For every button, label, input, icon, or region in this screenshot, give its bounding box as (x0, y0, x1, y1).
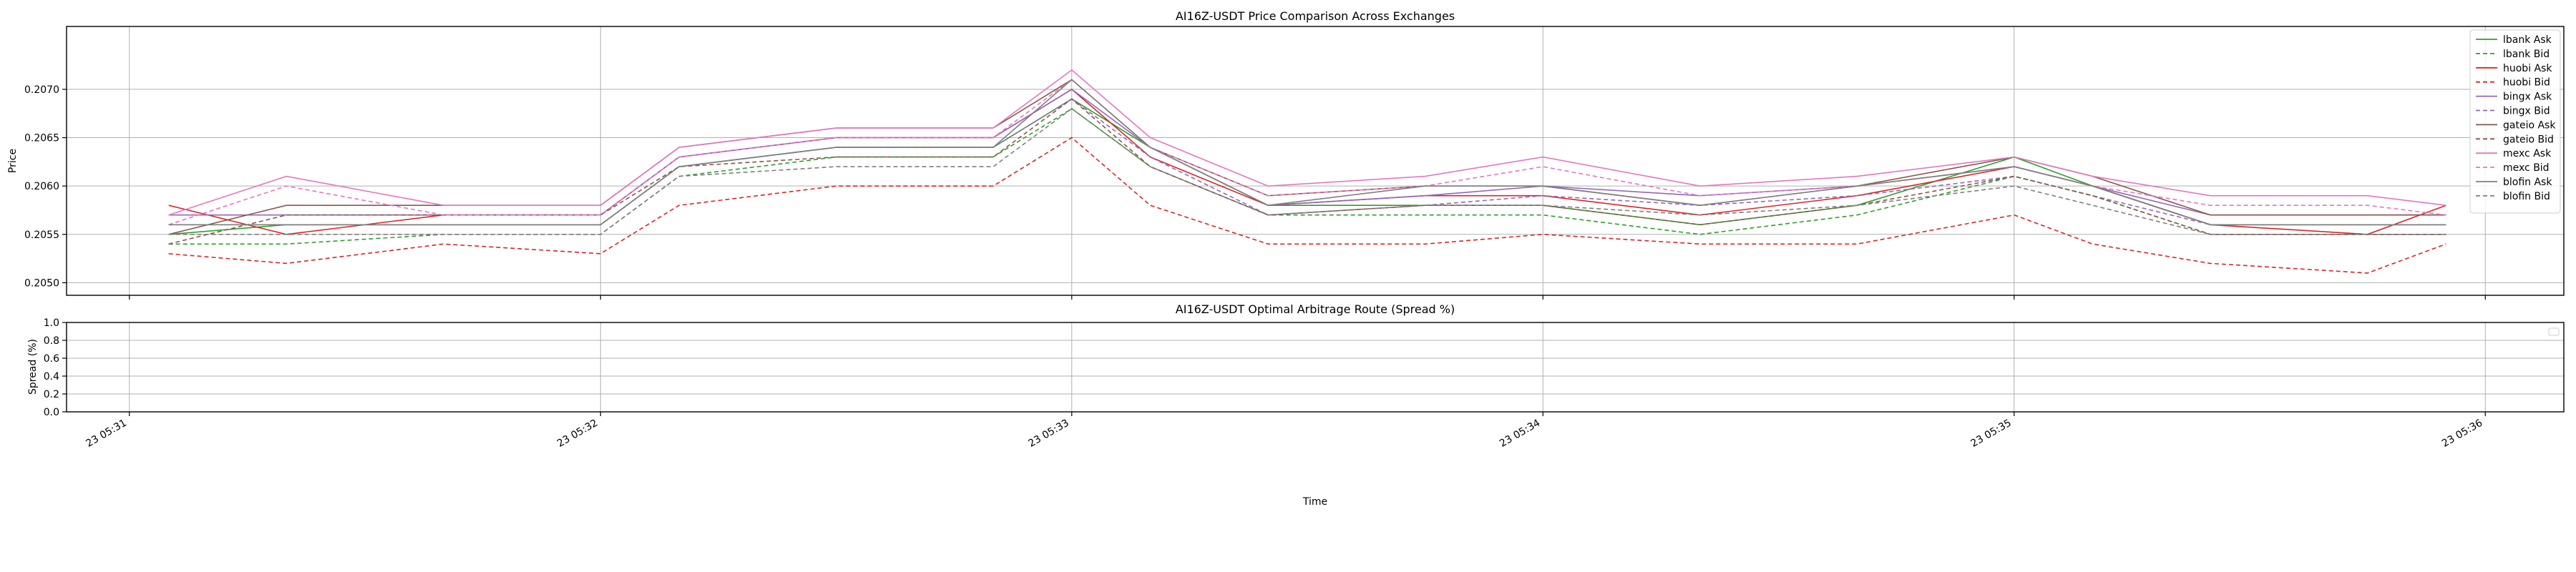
legend-label-huobi-bid: huobi Bid (2503, 77, 2550, 89)
legend-label-bingx-ask: bingx Ask (2503, 92, 2552, 103)
price-ytick-label: 0.2070 (24, 84, 59, 96)
price-legend: lbank Ask lbank Bid huobi Ask huobi Bid bing… (2469, 29, 2561, 214)
legend-label-blofin-ask: blofin Ask (2503, 177, 2552, 188)
price-y-ticks: 0.2050 0.2055 0.2060 0.2065 0.2070 (24, 84, 67, 289)
legend-label-lbank-bid: lbank Bid (2503, 49, 2550, 60)
price-ytick-label: 0.2050 (24, 277, 59, 289)
series-line-blofin-ask (168, 79, 2446, 226)
price-panel: AI16Z-USDT Price Comparison Across Excha… (7, 9, 2565, 300)
price-y-axis-label: Price (7, 149, 19, 173)
series-line-huobi-bid (168, 137, 2446, 274)
legend-label-gateio-bid: gateio Bid (2503, 134, 2554, 145)
spread-chart-title: AI16Z-USDT Optimal Arbitrage Route (Spre… (1176, 302, 1455, 316)
spread-plot-frame (66, 322, 2565, 413)
spread-ytick-label: 0.8 (44, 335, 59, 347)
legend-label-mexc-bid: mexc Bid (2503, 162, 2550, 174)
price-x-ticks (129, 295, 2486, 300)
price-ytick-label: 0.2060 (24, 181, 59, 192)
spread-ytick-label: 1.0 (44, 317, 59, 329)
legend-label-mexc-ask: mexc Ask (2503, 148, 2552, 159)
price-series-lines (168, 69, 2446, 274)
price-ytick-label: 0.2055 (24, 230, 59, 241)
price-plot-frame (66, 26, 2565, 296)
spread-y-ticks: 0.0 0.2 0.4 0.6 0.8 1.0 (44, 317, 67, 418)
spread-y-axis-label: Spread (%) (27, 339, 39, 395)
legend-label-lbank-ask: lbank Ask (2503, 34, 2552, 46)
spread-legend-box (2548, 327, 2560, 336)
legend-label-bingx-bid: bingx Bid (2503, 106, 2550, 117)
series-line-mexc-ask (168, 69, 2446, 216)
spread-ytick-label: 0.4 (44, 371, 59, 383)
price-ytick-label: 0.2065 (24, 133, 59, 144)
series-line-mexc-bid (168, 79, 2446, 226)
spread-ytick-label: 0.6 (44, 353, 59, 365)
legend-label-gateio-ask: gateio Ask (2503, 119, 2556, 131)
spread-ytick-label: 0.2 (44, 389, 59, 400)
spread-ytick-label: 0.0 (44, 407, 59, 418)
spread-x-axis-label: Time (1302, 496, 1327, 508)
legend-label-huobi-ask: huobi Ask (2503, 63, 2552, 74)
price-chart-title: AI16Z-USDT Price Comparison Across Excha… (1176, 9, 1455, 23)
series-line-blofin-bid (168, 108, 2446, 235)
price-gridlines (67, 26, 2564, 295)
legend-label-blofin-bid: blofin Bid (2503, 191, 2550, 202)
